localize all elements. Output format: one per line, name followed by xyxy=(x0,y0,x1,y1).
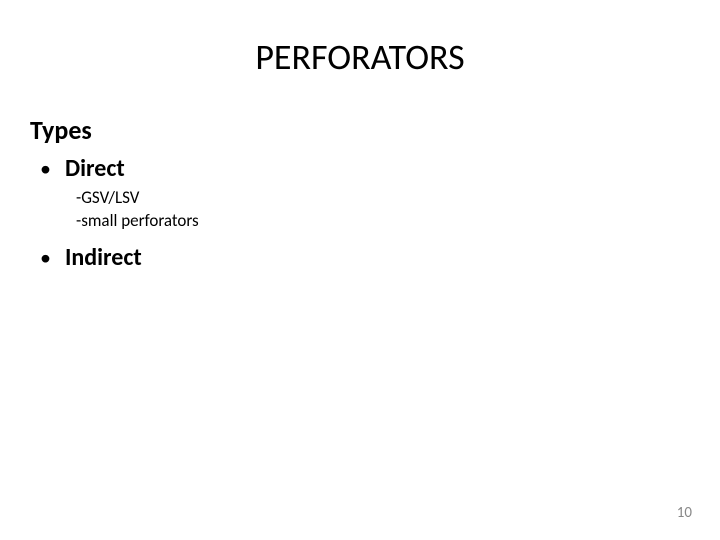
bullet-marker: • xyxy=(40,155,51,182)
bullet-direct: • Direct xyxy=(40,154,690,183)
bullet-indirect: • Indirect xyxy=(40,243,690,272)
bullet-marker: • xyxy=(40,244,51,271)
slide-container: PERFORATORS Types • Direct -GSV/LSV -sma… xyxy=(0,0,720,540)
sub-list-direct: -GSV/LSV -small perforators xyxy=(76,187,690,233)
slide-title: PERFORATORS xyxy=(30,35,690,79)
types-heading: Types xyxy=(30,114,690,146)
bullet-label-direct: Direct xyxy=(65,154,125,183)
sub-item-gsv-lsv: -GSV/LSV xyxy=(76,187,690,210)
sub-item-small-perforators: -small perforators xyxy=(76,210,690,233)
bullet-label-indirect: Indirect xyxy=(65,243,142,272)
page-number: 10 xyxy=(677,504,692,522)
